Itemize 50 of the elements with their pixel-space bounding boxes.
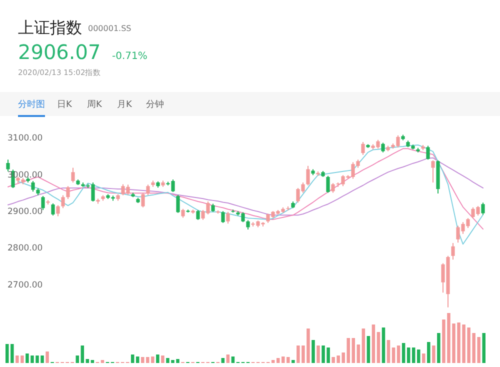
bar: [352, 338, 356, 363]
bar: [412, 348, 416, 363]
y-tick-label: 2800.00: [8, 244, 43, 254]
bar: [161, 356, 164, 363]
bar: [392, 348, 396, 363]
bar: [156, 354, 160, 363]
bar: [312, 340, 315, 363]
bar: [372, 324, 376, 363]
y-tick-label: 2700.00: [8, 280, 43, 290]
bar: [402, 343, 406, 363]
bar: [276, 358, 280, 363]
bar: [386, 340, 390, 363]
bar: [416, 350, 420, 363]
text: 000001.SS: [88, 24, 132, 33]
bar: [130, 354, 134, 363]
bar: [482, 333, 486, 363]
text: 分时图: [18, 98, 45, 117]
bar: [136, 356, 140, 363]
text: 上证指数: [18, 18, 82, 39]
bar: [362, 328, 366, 363]
bar: [437, 333, 440, 363]
bar: [231, 356, 235, 363]
bar: [376, 332, 380, 363]
bar: [366, 336, 370, 363]
text: 分钟: [146, 98, 164, 111]
bar: [292, 360, 295, 363]
bar: [406, 348, 410, 363]
text: 月K: [117, 99, 132, 111]
bar: [422, 354, 426, 363]
bar: [226, 354, 230, 363]
text: -0.71%: [112, 51, 148, 62]
bar: [46, 352, 49, 363]
bar: [90, 360, 94, 363]
bar: [382, 328, 386, 363]
bar: [396, 346, 400, 363]
bar: [86, 359, 90, 363]
bar: [356, 344, 360, 363]
bar: [271, 360, 275, 363]
text: 2906.07: [18, 40, 101, 64]
bar: [316, 346, 320, 363]
y-tick-label: 3100.00: [8, 134, 43, 144]
text: 日K: [57, 99, 72, 111]
bar: [432, 346, 436, 363]
bar: [427, 342, 430, 363]
bar: [100, 360, 104, 363]
bar: [76, 356, 80, 363]
y-tick-label: 2900.00: [8, 207, 43, 217]
bar: [80, 346, 84, 363]
bar: [221, 358, 225, 363]
text: 周K: [87, 99, 102, 111]
